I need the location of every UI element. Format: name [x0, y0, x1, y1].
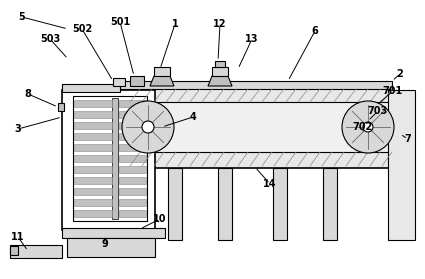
Text: 502: 502 — [72, 24, 92, 34]
Bar — [112, 98, 118, 219]
Bar — [74, 111, 112, 118]
Bar — [119, 210, 146, 217]
Text: 701: 701 — [383, 86, 403, 96]
Bar — [74, 144, 112, 151]
Text: 1: 1 — [172, 19, 178, 29]
Text: 12: 12 — [213, 19, 227, 29]
Bar — [119, 133, 146, 140]
Bar — [168, 168, 182, 240]
Text: 10: 10 — [153, 214, 167, 224]
Bar — [119, 199, 146, 206]
Bar — [120, 87, 392, 168]
Text: 3: 3 — [14, 124, 21, 134]
Bar — [10, 246, 18, 255]
Bar — [74, 166, 112, 173]
Bar — [130, 76, 144, 86]
Polygon shape — [208, 76, 232, 86]
Text: 8: 8 — [25, 89, 31, 99]
Text: 11: 11 — [11, 232, 25, 242]
Bar — [119, 188, 146, 195]
Text: 501: 501 — [110, 17, 130, 27]
Text: 14: 14 — [263, 179, 277, 189]
Bar — [62, 84, 120, 92]
Bar — [74, 210, 112, 217]
Bar — [323, 168, 337, 240]
Bar — [119, 177, 146, 184]
Bar — [74, 188, 112, 195]
Circle shape — [122, 101, 174, 153]
Bar — [74, 199, 112, 206]
Text: 13: 13 — [245, 34, 259, 44]
Bar — [273, 168, 287, 240]
Polygon shape — [150, 76, 174, 86]
Text: 9: 9 — [102, 239, 108, 249]
Circle shape — [142, 121, 154, 133]
Bar — [73, 96, 147, 221]
Bar — [119, 100, 146, 107]
Bar — [10, 245, 62, 258]
Bar — [119, 166, 146, 173]
Bar — [62, 90, 155, 230]
Bar — [215, 61, 225, 67]
Bar — [212, 67, 228, 76]
Bar — [154, 67, 170, 76]
Text: 7: 7 — [405, 134, 411, 144]
Text: 6: 6 — [312, 26, 318, 36]
Bar — [218, 168, 232, 240]
Circle shape — [342, 101, 394, 153]
Bar — [119, 155, 146, 162]
Bar — [120, 102, 392, 152]
Bar — [74, 122, 112, 129]
Bar — [67, 238, 155, 257]
Bar — [113, 78, 125, 86]
Bar — [74, 133, 112, 140]
Text: 2: 2 — [397, 69, 403, 79]
Bar — [388, 90, 415, 240]
Bar — [74, 155, 112, 162]
Bar — [74, 177, 112, 184]
Text: 702: 702 — [353, 122, 373, 132]
Text: 5: 5 — [19, 12, 26, 22]
Bar — [119, 111, 146, 118]
Text: 4: 4 — [190, 112, 196, 122]
Bar — [119, 122, 146, 129]
Text: 503: 503 — [40, 34, 60, 44]
Bar — [119, 144, 146, 151]
Bar — [120, 81, 392, 89]
Bar — [58, 103, 64, 111]
Circle shape — [363, 122, 373, 132]
Bar — [62, 228, 165, 238]
Text: 703: 703 — [368, 106, 388, 116]
Bar — [74, 100, 112, 107]
